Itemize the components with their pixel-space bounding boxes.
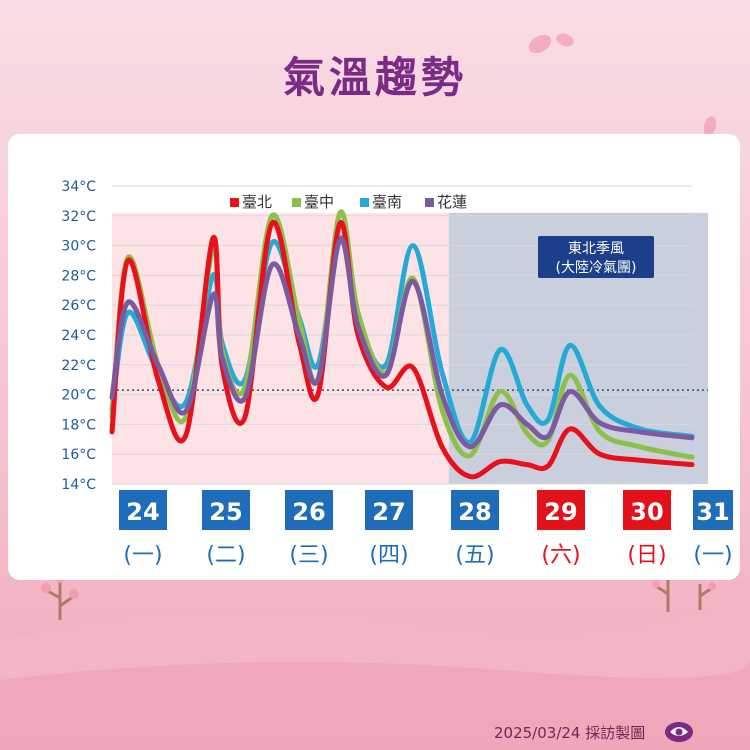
monsoon-label-box (538, 236, 654, 278)
legend-label: 臺北 (242, 193, 272, 211)
day-number: 27 (372, 498, 405, 526)
series-line-花蓮 (109, 236, 695, 450)
y-tick-label: 28°C (61, 268, 96, 284)
day-box (693, 490, 733, 530)
y-tick-label: 32°C (61, 209, 96, 225)
day-number: 25 (209, 498, 242, 526)
weekday-label: (一) (123, 543, 162, 568)
y-tick-label: 18°C (61, 417, 96, 433)
y-tick-label: 30°C (61, 239, 96, 255)
day-box (537, 490, 585, 530)
petal-icon (528, 33, 717, 136)
legend-label: 臺中 (304, 193, 334, 211)
page-title: 氣溫趨勢 (282, 53, 467, 102)
y-tick-label: 26°C (61, 298, 96, 314)
y-tick-label: 14°C (61, 477, 96, 493)
monsoon-label-line: (大陸冷氣團) (556, 260, 637, 276)
legend-label: 花蓮 (437, 193, 467, 211)
day-number: 31 (696, 498, 729, 526)
weekday-label: (六) (541, 543, 580, 568)
day-box (119, 490, 167, 530)
weekday-label: (日) (627, 543, 666, 568)
logo-icon (665, 722, 693, 742)
day-box (285, 490, 333, 530)
day-box (365, 490, 413, 530)
weekday-label: (三) (289, 543, 328, 568)
legend-swatch (230, 198, 239, 207)
day-box (623, 490, 671, 530)
y-tick-label: 16°C (61, 447, 96, 463)
weekday-label: (二) (206, 543, 245, 568)
day-number: 29 (544, 498, 577, 526)
legend-swatch (292, 198, 301, 207)
footer-credit: 2025/03/24 採訪製圖 (494, 724, 646, 742)
y-tick-label: 20°C (61, 388, 96, 404)
day-box (451, 490, 499, 530)
day-number: 28 (458, 498, 491, 526)
y-tick-label: 24°C (61, 328, 96, 344)
legend-swatch (360, 198, 369, 207)
day-number: 24 (126, 498, 159, 526)
y-tick-label: 34°C (61, 179, 96, 195)
monsoon-label-line: 東北季風 (568, 241, 624, 257)
day-number: 26 (292, 498, 325, 526)
legend-swatch (425, 198, 434, 207)
weekday-label: (五) (455, 543, 494, 568)
day-box (202, 490, 250, 530)
legend-label: 臺南 (372, 193, 402, 211)
y-tick-label: 22°C (61, 358, 96, 374)
weekday-label: (一) (693, 543, 732, 568)
weekday-label: (四) (369, 543, 408, 568)
day-number: 30 (630, 498, 663, 526)
